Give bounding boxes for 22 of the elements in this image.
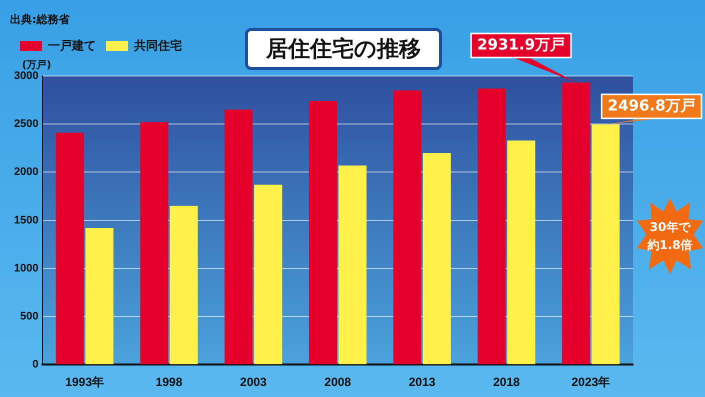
- y-tick-label: 1500: [14, 214, 38, 226]
- y-tick-label: 2000: [14, 166, 38, 178]
- data-label: 2931.9万戸: [477, 35, 565, 54]
- source-note: 出典:総務省: [10, 12, 70, 27]
- y-tick-label: 500: [20, 310, 38, 323]
- x-tick-label: 1993年: [65, 375, 104, 390]
- x-tick-label: 2023年: [571, 375, 610, 390]
- x-tick-label: 2018: [493, 375, 520, 390]
- y-tick-label: 2500: [14, 118, 38, 130]
- y-axis-title: (万戸): [22, 59, 52, 71]
- x-tick-label: 2008: [324, 375, 352, 390]
- text: 30年で約1.8倍: [646, 219, 694, 254]
- x-tick-label: 2003: [240, 375, 268, 390]
- legend-label: 一戸建て: [48, 38, 96, 52]
- chart-title: 居住住宅の推移: [245, 28, 442, 70]
- y-tick-label: 1000: [14, 262, 38, 274]
- x-tick-label: 2013: [408, 375, 436, 390]
- y-tick-label: 0: [32, 358, 38, 371]
- x-tick-label: 1998: [156, 375, 183, 390]
- data-label: 2496.8万戸: [608, 96, 696, 114]
- y-tick-label: 3000: [14, 70, 38, 82]
- legend-label: 共同住宅: [133, 38, 182, 52]
